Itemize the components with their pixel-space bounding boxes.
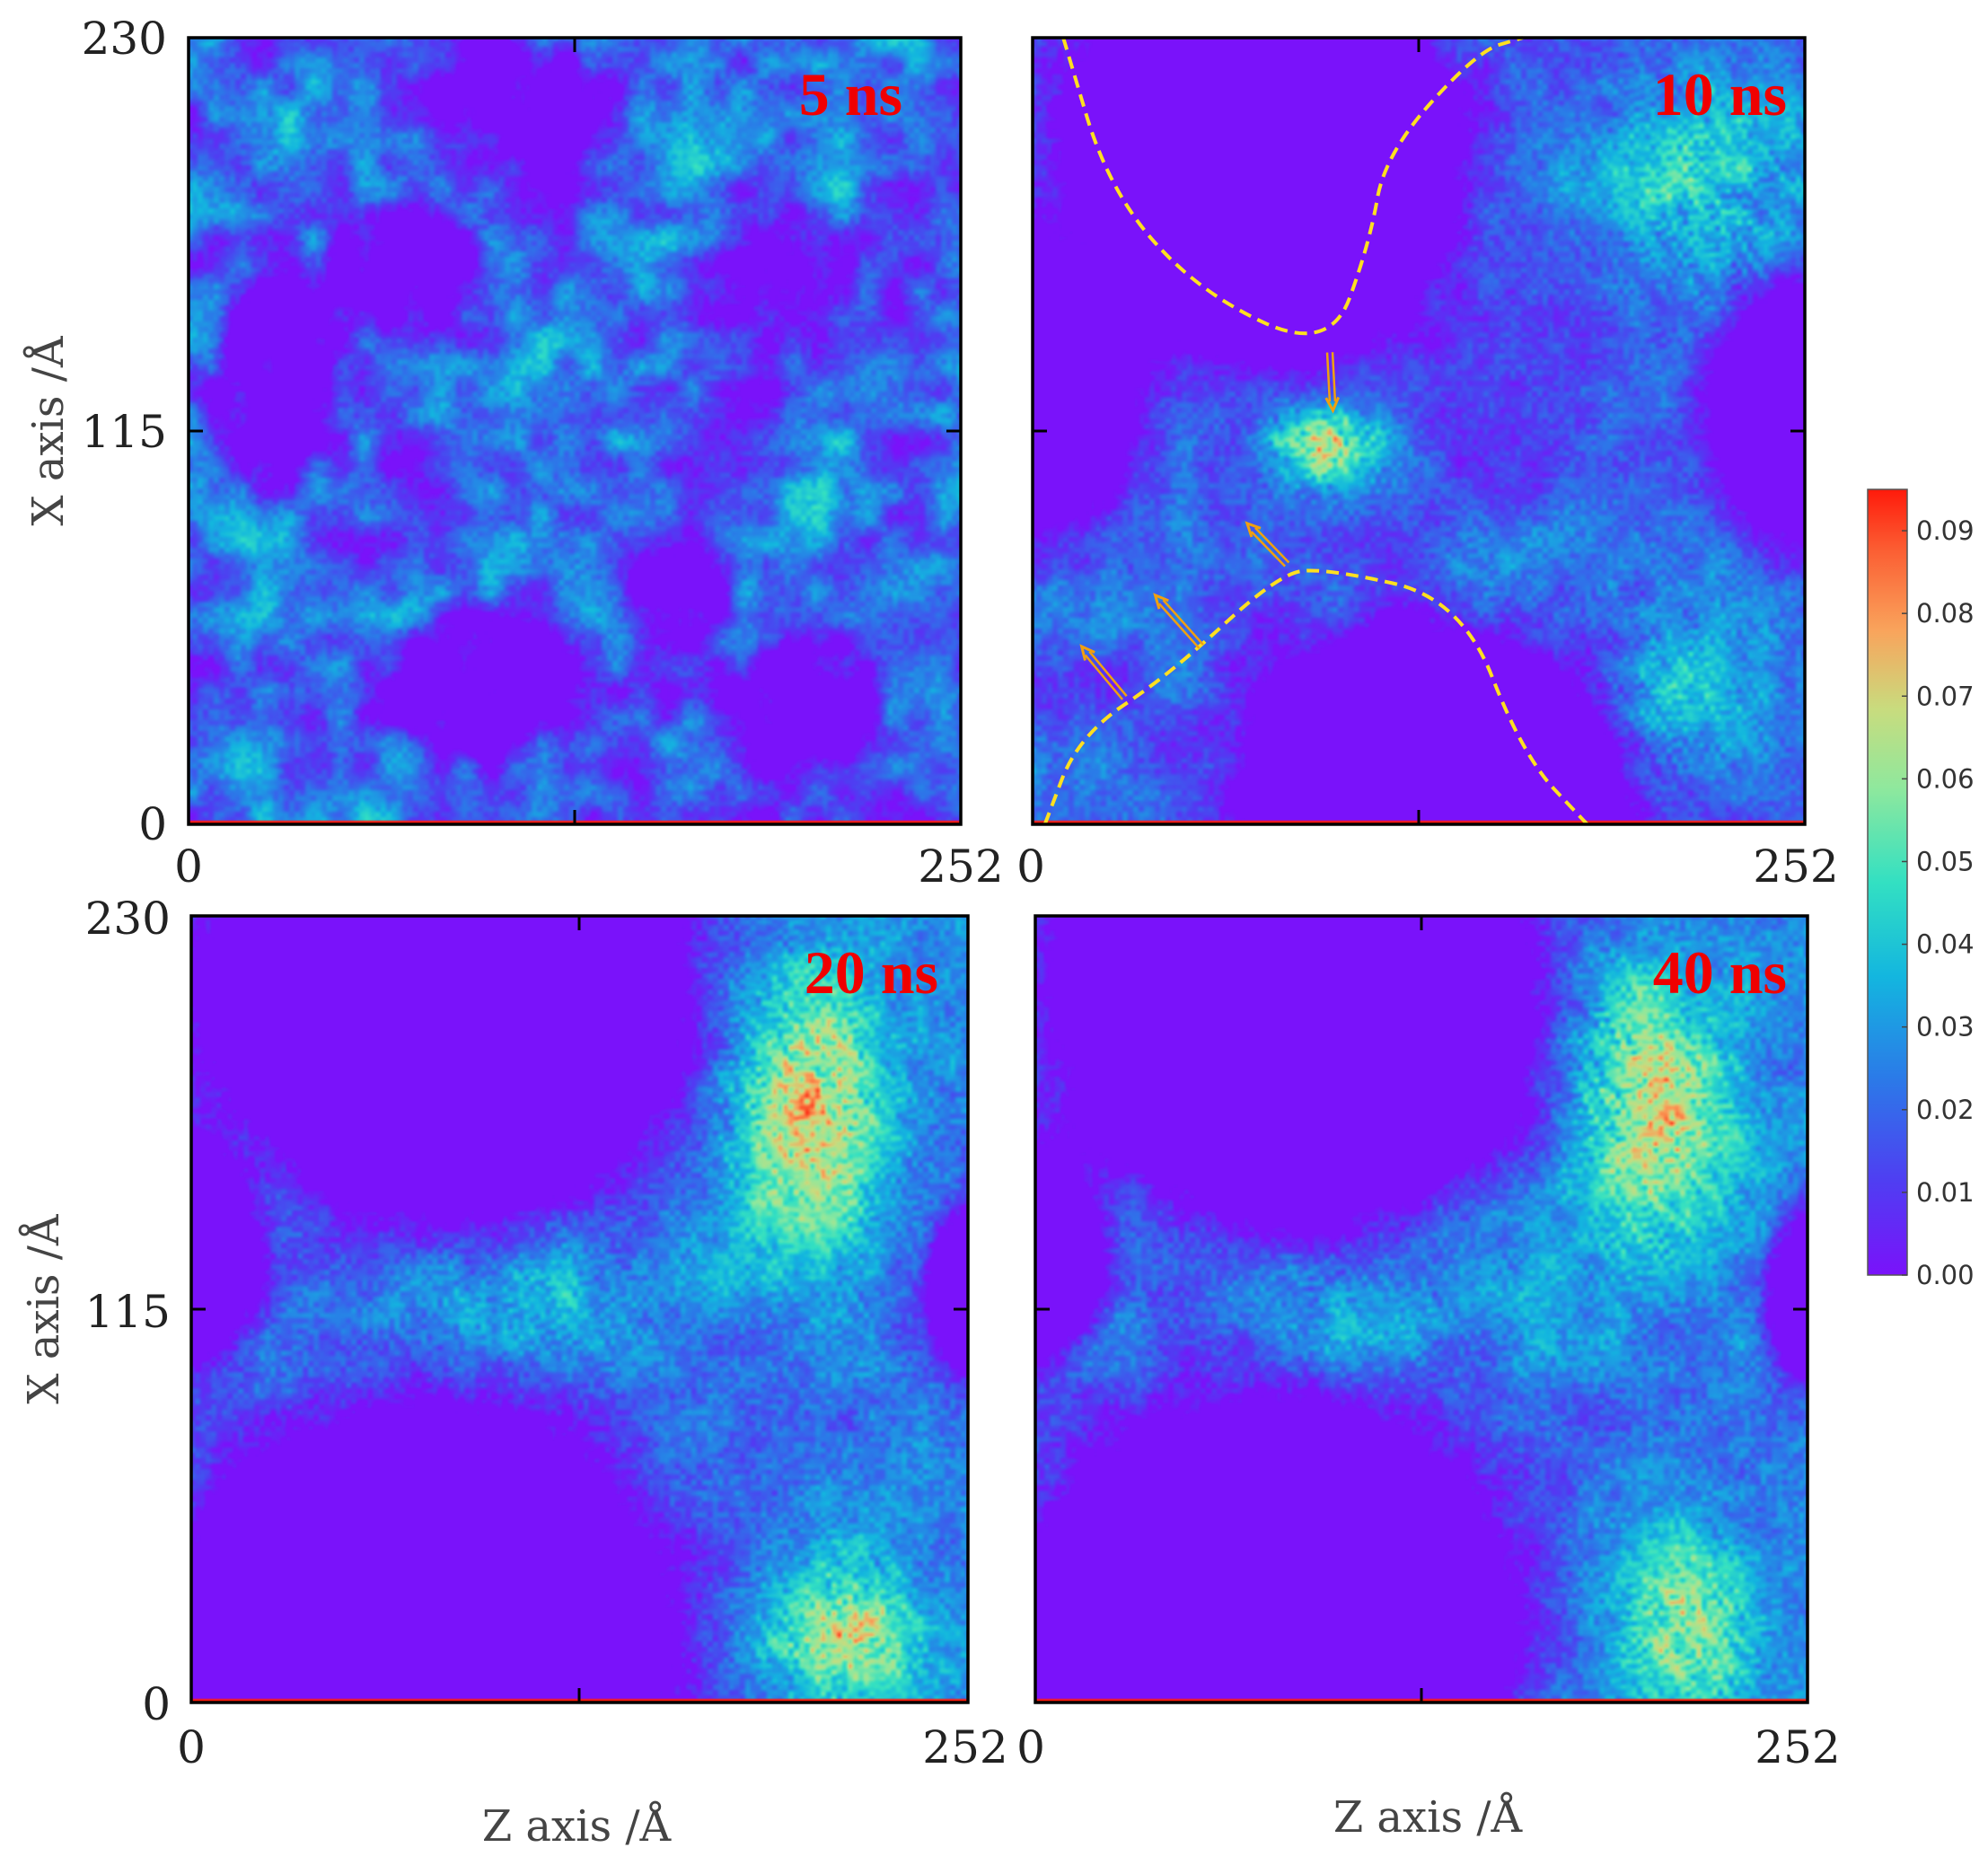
- y-axis-title-top: X axis /Å: [22, 335, 74, 526]
- growth-arrow-2: [1153, 593, 1204, 649]
- heatmap-10ns: [1033, 38, 1805, 824]
- colorbar: 0.09 0.08 0.07 0.06 0.05 0.04 0.03 0.02 0.01 0.00: [1867, 488, 1975, 1290]
- panel-5ns: 230 115 0 0 252 X axis /Å 5 ns: [22, 13, 1004, 893]
- colorbar-tick-label-6: 0.03: [1916, 1012, 1975, 1043]
- colorbar-tick-label-4: 0.05: [1916, 846, 1975, 876]
- time-label-20ns: 20 ns: [805, 938, 938, 1007]
- panel-40ns: 0 252 40 ns: [1016, 914, 1841, 1773]
- y-tick-115-5ns: 115: [82, 406, 167, 458]
- y-tick-115-20ns: 115: [85, 1286, 171, 1338]
- interface-boundary-0: [1061, 36, 1524, 336]
- panel-20ns: 230 115 0 0 252 X axis /Å 20 ns: [18, 893, 1008, 1773]
- colorbar-gradient: [1868, 489, 1907, 1275]
- panel-10ns: 0 252 10 ns: [1016, 36, 1839, 893]
- heatmap-20ns: [191, 916, 968, 1702]
- interface-boundary-1: [1042, 568, 1589, 826]
- colorbar-tick-label-0: 0.09: [1916, 515, 1975, 546]
- colorbar-tick-label-2: 0.07: [1916, 681, 1975, 711]
- heatmap-5ns: [189, 38, 961, 824]
- x-tick-252-5ns: 252: [918, 840, 1003, 893]
- colorbar-frame: [1867, 488, 1908, 1276]
- time-label-10ns: 10 ns: [1653, 60, 1787, 128]
- y-axis-title-bottom: X axis /Å: [18, 1213, 69, 1404]
- y-tick-230-5ns: 230: [82, 13, 167, 65]
- time-label-40ns: 40 ns: [1653, 938, 1787, 1007]
- x-tick-252-10ns: 252: [1753, 840, 1838, 893]
- ticks-20ns: [191, 916, 968, 1702]
- ticks-5ns: [189, 38, 961, 824]
- colorbar-tick-label-1: 0.08: [1916, 598, 1975, 629]
- x-tick-252-40ns: 252: [1755, 1721, 1840, 1773]
- colorbar-tick-label-8: 0.01: [1916, 1177, 1975, 1208]
- x-tick-252-20ns: 252: [922, 1721, 1007, 1773]
- x-axis-title-right: Z axis /Å: [1333, 1791, 1524, 1843]
- colorbar-tick-label-9: 0.00: [1916, 1260, 1975, 1290]
- y-tick-0-20ns: 0: [142, 1678, 171, 1730]
- x-tick-0-40ns: 0: [1016, 1721, 1045, 1773]
- growth-arrow-3: [1245, 521, 1290, 567]
- x-tick-0-10ns: 0: [1016, 840, 1045, 893]
- colorbar-tick-label-7: 0.02: [1916, 1095, 1975, 1125]
- x-tick-0-5ns: 0: [174, 840, 203, 893]
- growth-arrow-0: [1324, 352, 1341, 414]
- x-tick-0-20ns: 0: [177, 1721, 206, 1773]
- x-axis-title-left: Z axis /Å: [482, 1800, 673, 1852]
- growth-arrow-1: [1079, 644, 1128, 700]
- colorbar-tick-label-3: 0.06: [1916, 763, 1975, 794]
- y-tick-230-20ns: 230: [85, 893, 171, 945]
- colorbar-tick-label-5: 0.04: [1916, 929, 1975, 960]
- heatmap-40ns: [1035, 916, 1808, 1702]
- ticks-40ns: [1035, 916, 1808, 1702]
- time-label-5ns: 5 ns: [799, 60, 902, 128]
- colorbar-ticks: 0.09 0.08 0.07 0.06 0.05 0.04 0.03 0.02 0.01 0.00: [1902, 515, 1975, 1290]
- y-tick-0-5ns: 0: [138, 798, 167, 850]
- annotations-10ns: [1042, 36, 1589, 826]
- ticks-10ns: [1033, 38, 1805, 824]
